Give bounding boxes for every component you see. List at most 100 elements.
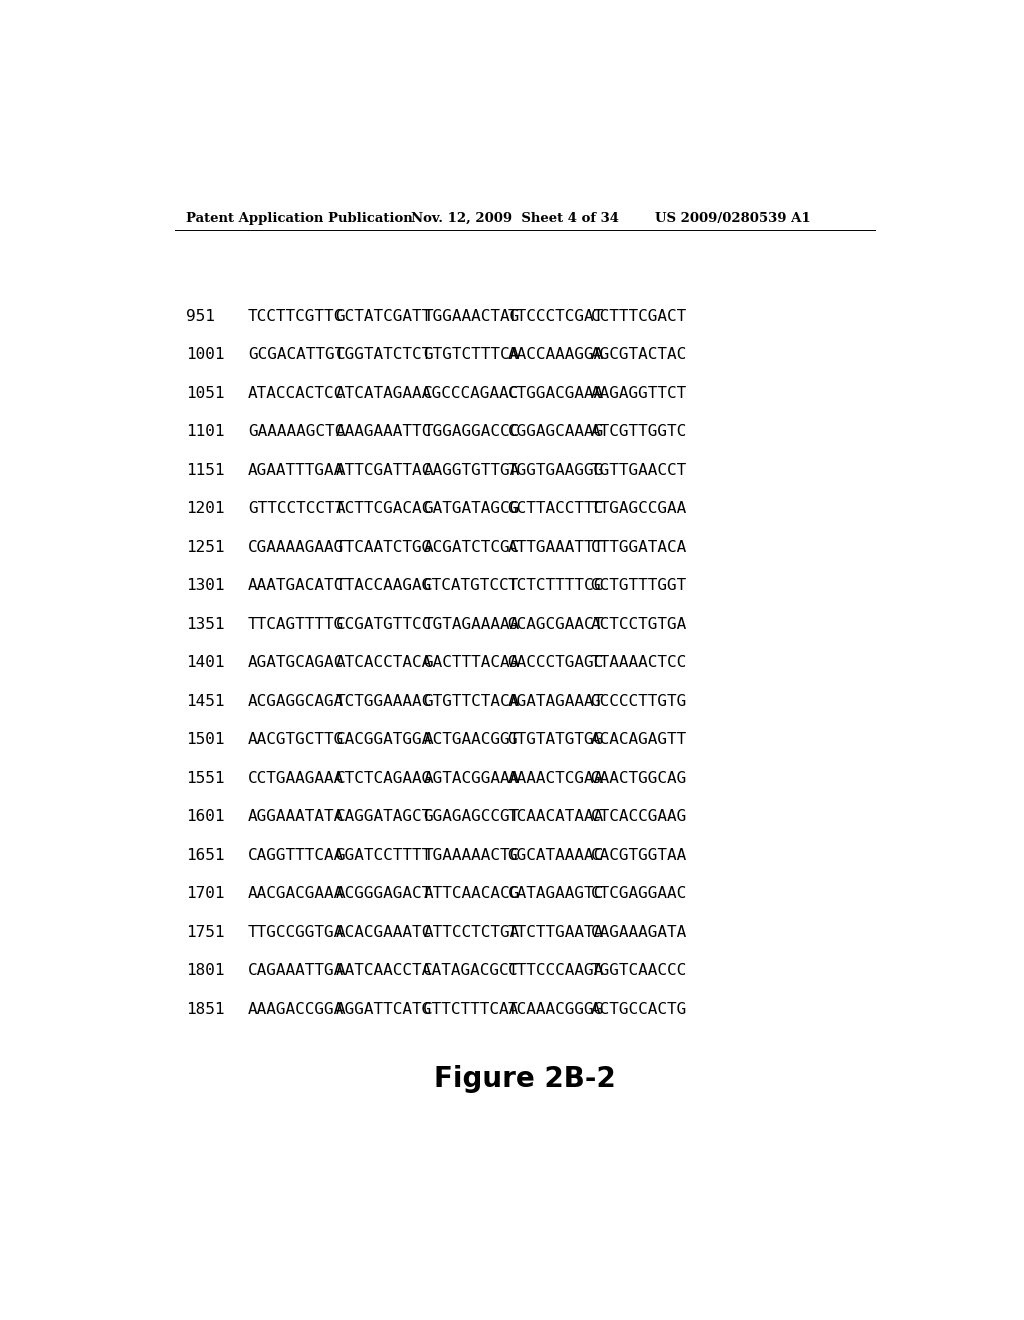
- Text: CGGTATCTCT: CGGTATCTCT: [336, 347, 432, 362]
- Text: AACGACGAAA: AACGACGAAA: [248, 886, 344, 902]
- Text: CCTTTCGACT: CCTTTCGACT: [591, 309, 687, 323]
- Text: TGGAGGACCC: TGGAGGACCC: [423, 424, 519, 440]
- Text: ACACAGAGTT: ACACAGAGTT: [591, 733, 687, 747]
- Text: ACTTCGACAC: ACTTCGACAC: [336, 502, 432, 516]
- Text: AAGAGGTTCT: AAGAGGTTCT: [591, 385, 687, 401]
- Text: ATTCCTCTGA: ATTCCTCTGA: [423, 925, 519, 940]
- Text: 1851: 1851: [186, 1002, 224, 1016]
- Text: TTCAGTTTTG: TTCAGTTTTG: [248, 616, 344, 632]
- Text: GTGTTCTACA: GTGTTCTACA: [423, 694, 519, 709]
- Text: GTTCCTCCTT: GTTCCTCCTT: [248, 502, 344, 516]
- Text: ACACGAAATC: ACACGAAATC: [336, 925, 432, 940]
- Text: 1751: 1751: [186, 925, 224, 940]
- Text: AAATGACATC: AAATGACATC: [248, 578, 344, 593]
- Text: Figure 2B-2: Figure 2B-2: [434, 1064, 615, 1093]
- Text: AGGATTCATG: AGGATTCATG: [336, 1002, 432, 1016]
- Text: GCAGCGAACT: GCAGCGAACT: [508, 616, 604, 632]
- Text: TGGTCAACCC: TGGTCAACCC: [591, 964, 687, 978]
- Text: CTCGAGGAAC: CTCGAGGAAC: [591, 886, 687, 902]
- Text: GTGTCTTTCA: GTGTCTTTCA: [423, 347, 519, 362]
- Text: 1251: 1251: [186, 540, 224, 554]
- Text: GGATCCTTTT: GGATCCTTTT: [336, 847, 432, 863]
- Text: AGAATTTGAA: AGAATTTGAA: [248, 463, 344, 478]
- Text: ACTGAACGGT: ACTGAACGGT: [423, 733, 519, 747]
- Text: TGAAAAACTC: TGAAAAACTC: [423, 847, 519, 863]
- Text: CTCATGTCCT: CTCATGTCCT: [423, 578, 519, 593]
- Text: ACGGGAGACT: ACGGGAGACT: [336, 886, 432, 902]
- Text: ATCGTTGGTC: ATCGTTGGTC: [591, 424, 687, 440]
- Text: GACCCTGAGC: GACCCTGAGC: [508, 655, 604, 671]
- Text: ATTGAAATTT: ATTGAAATTT: [508, 540, 604, 554]
- Text: 1051: 1051: [186, 385, 224, 401]
- Text: TCAACATAAA: TCAACATAAA: [508, 809, 604, 824]
- Text: ACGATCTCGC: ACGATCTCGC: [423, 540, 519, 554]
- Text: GACTTTACAA: GACTTTACAA: [423, 655, 519, 671]
- Text: CAGGATAGCT: CAGGATAGCT: [336, 809, 432, 824]
- Text: CGGAGCAAAG: CGGAGCAAAG: [508, 424, 604, 440]
- Text: 1551: 1551: [186, 771, 224, 785]
- Text: TGTTGAACCT: TGTTGAACCT: [591, 463, 687, 478]
- Text: CAGGTTTCAA: CAGGTTTCAA: [248, 847, 344, 863]
- Text: ATCACCTACA: ATCACCTACA: [336, 655, 432, 671]
- Text: ATACCACTCC: ATACCACTCC: [248, 385, 344, 401]
- Text: AGATGCAGAC: AGATGCAGAC: [248, 655, 344, 671]
- Text: GAACTGGCAG: GAACTGGCAG: [591, 771, 687, 785]
- Text: CACGTGGTAA: CACGTGGTAA: [591, 847, 687, 863]
- Text: Nov. 12, 2009  Sheet 4 of 34: Nov. 12, 2009 Sheet 4 of 34: [411, 213, 618, 224]
- Text: CTCTCAGAAG: CTCTCAGAAG: [336, 771, 432, 785]
- Text: GATGATAGCG: GATGATAGCG: [423, 502, 519, 516]
- Text: Patent Application Publication: Patent Application Publication: [186, 213, 413, 224]
- Text: AAAGACCGGA: AAAGACCGGA: [248, 1002, 344, 1016]
- Text: 1101: 1101: [186, 424, 224, 440]
- Text: 1701: 1701: [186, 886, 224, 902]
- Text: AATCAACCTA: AATCAACCTA: [336, 964, 432, 978]
- Text: TGGTGAAGGG: TGGTGAAGGG: [508, 463, 604, 478]
- Text: TCTGGAAAAC: TCTGGAAAAC: [336, 694, 432, 709]
- Text: US 2009/0280539 A1: US 2009/0280539 A1: [655, 213, 811, 224]
- Text: 1651: 1651: [186, 847, 224, 863]
- Text: 1401: 1401: [186, 655, 224, 671]
- Text: AACCAAAGGA: AACCAAAGGA: [508, 347, 604, 362]
- Text: CATAGAAGTC: CATAGAAGTC: [508, 886, 604, 902]
- Text: ACTCCTGTGA: ACTCCTGTGA: [591, 616, 687, 632]
- Text: TTAAAACTCC: TTAAAACTCC: [591, 655, 687, 671]
- Text: CAGAAATTGA: CAGAAATTGA: [248, 964, 344, 978]
- Text: CGCCCAGAAC: CGCCCAGAAC: [423, 385, 519, 401]
- Text: AAAGAAATTC: AAAGAAATTC: [336, 424, 432, 440]
- Text: GCTATCGATT: GCTATCGATT: [336, 309, 432, 323]
- Text: TTGCCGGTGA: TTGCCGGTGA: [248, 925, 344, 940]
- Text: 1601: 1601: [186, 809, 224, 824]
- Text: GGCATAAAAC: GGCATAAAAC: [508, 847, 604, 863]
- Text: CTCACCGAAG: CTCACCGAAG: [591, 809, 687, 824]
- Text: AAGGTGTTGA: AAGGTGTTGA: [423, 463, 519, 478]
- Text: 1801: 1801: [186, 964, 224, 978]
- Text: ATTCAACACG: ATTCAACACG: [423, 886, 519, 902]
- Text: TTACCAAGAG: TTACCAAGAG: [336, 578, 432, 593]
- Text: 1151: 1151: [186, 463, 224, 478]
- Text: AGCGTACTAC: AGCGTACTAC: [591, 347, 687, 362]
- Text: TTCTTGAATA: TTCTTGAATA: [508, 925, 604, 940]
- Text: 1501: 1501: [186, 733, 224, 747]
- Text: CAGAAAGATA: CAGAAAGATA: [591, 925, 687, 940]
- Text: ACGAGGCAGA: ACGAGGCAGA: [248, 694, 344, 709]
- Text: AGGAAATATA: AGGAAATATA: [248, 809, 344, 824]
- Text: CTGGACGAAA: CTGGACGAAA: [508, 385, 604, 401]
- Text: CTTCCCAAGA: CTTCCCAAGA: [508, 964, 604, 978]
- Text: 1301: 1301: [186, 578, 224, 593]
- Text: GTGTATGTGG: GTGTATGTGG: [508, 733, 604, 747]
- Text: TGTAGAAAAA: TGTAGAAAAA: [423, 616, 519, 632]
- Text: GCGACATTGT: GCGACATTGT: [248, 347, 344, 362]
- Text: TCCTTCGTTC: TCCTTCGTTC: [248, 309, 344, 323]
- Text: GCTGTTTGGT: GCTGTTTGGT: [591, 578, 687, 593]
- Text: AACGTGCTTG: AACGTGCTTG: [248, 733, 344, 747]
- Text: CCGATGTTCC: CCGATGTTCC: [336, 616, 432, 632]
- Text: TCTCTTTTCC: TCTCTTTTCC: [508, 578, 604, 593]
- Text: AGTACGGAAA: AGTACGGAAA: [423, 771, 519, 785]
- Text: TTCCCTCGAT: TTCCCTCGAT: [508, 309, 604, 323]
- Text: ATCATAGAAA: ATCATAGAAA: [336, 385, 432, 401]
- Text: TCAAACGGGG: TCAAACGGGG: [508, 1002, 604, 1016]
- Text: 1201: 1201: [186, 502, 224, 516]
- Text: CACGGATGGA: CACGGATGGA: [336, 733, 432, 747]
- Text: TTCAATCTGG: TTCAATCTGG: [336, 540, 432, 554]
- Text: TGGAAACTAG: TGGAAACTAG: [423, 309, 519, 323]
